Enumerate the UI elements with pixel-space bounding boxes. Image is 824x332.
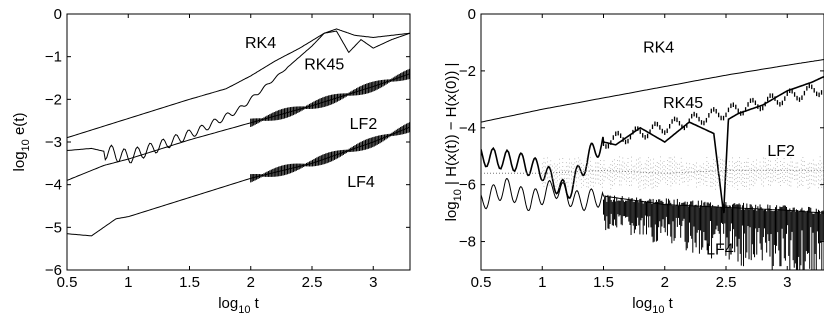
series-line-rk4 bbox=[481, 59, 824, 123]
y-tick-label: −5 bbox=[45, 219, 62, 236]
y-axis-label: log10 e(t) bbox=[11, 113, 32, 172]
y-axis-label-rest: e(t) bbox=[11, 113, 28, 140]
x-tick-label: 3 bbox=[783, 274, 791, 291]
x-axis-label: log10 t bbox=[632, 295, 673, 316]
plot-frame bbox=[66, 13, 411, 271]
x-tick-label: 2 bbox=[661, 274, 669, 291]
series-line-lf4 bbox=[481, 178, 824, 214]
y-axis-label-subscript: 10 bbox=[452, 189, 464, 201]
x-tick-label: 1.5 bbox=[179, 274, 200, 291]
x-tick-label: 0.5 bbox=[57, 274, 78, 291]
x-tick-label: 1.5 bbox=[593, 274, 614, 291]
series-annotation: RK45 bbox=[304, 56, 344, 73]
x-axis-label-base: log bbox=[632, 295, 652, 312]
x-tick-label: 1 bbox=[538, 274, 546, 291]
series-line-rk45 bbox=[481, 75, 824, 214]
series-annotation: RK4 bbox=[643, 39, 674, 56]
series-line-lf2 bbox=[481, 169, 824, 174]
y-axis-label-base: log bbox=[11, 151, 28, 171]
y-axis-label-rest: | H(x(t)) − H(x(0)) | bbox=[443, 63, 460, 190]
series-annotation: RK45 bbox=[663, 95, 703, 112]
series-annotation: LF4 bbox=[706, 241, 734, 258]
plot-frame bbox=[480, 13, 824, 271]
x-axis-label: log10 t bbox=[218, 295, 259, 316]
series-annotation: LF2 bbox=[767, 143, 795, 160]
x-axis-label-rest: t bbox=[250, 295, 259, 312]
y-tick-label: −4 bbox=[45, 177, 62, 194]
x-tick-label: 2.5 bbox=[716, 274, 737, 291]
series-line-rk45 bbox=[67, 30, 410, 164]
y-tick-label: −1 bbox=[45, 49, 62, 66]
x-axis-label-rest: t bbox=[664, 295, 673, 312]
y-tick-label: −2 bbox=[45, 91, 62, 108]
y-tick-label: −4 bbox=[459, 120, 476, 137]
x-tick-label: 0.5 bbox=[471, 274, 492, 291]
x-tick-label: 2 bbox=[247, 274, 255, 291]
y-tick-label: −6 bbox=[459, 177, 476, 194]
x-tick-label: 1 bbox=[124, 274, 132, 291]
x-axis-label-subscript: 10 bbox=[238, 304, 250, 316]
series-group bbox=[481, 59, 824, 270]
x-axis-label-subscript: 10 bbox=[652, 304, 664, 316]
series-line-lf4 bbox=[67, 126, 410, 237]
x-tick-label: 3 bbox=[369, 274, 377, 291]
y-tick-label: −3 bbox=[45, 134, 62, 151]
series-line-rk4 bbox=[67, 28, 410, 139]
y-axis-label-base: log bbox=[443, 201, 460, 221]
series-group bbox=[67, 28, 410, 237]
y-axis-label-subscript: 10 bbox=[20, 139, 32, 151]
y-tick-label: −8 bbox=[459, 234, 476, 251]
series-annotation: LF2 bbox=[350, 116, 378, 133]
y-tick-label: −2 bbox=[459, 63, 476, 80]
y-tick-label: 0 bbox=[468, 6, 476, 23]
series-annotation: LF4 bbox=[347, 174, 375, 191]
x-tick-label: 2.5 bbox=[302, 274, 323, 291]
series-annotation: RK4 bbox=[245, 35, 276, 52]
y-tick-label: 0 bbox=[54, 6, 62, 23]
y-tick-label: −6 bbox=[45, 262, 62, 279]
x-axis-label-base: log bbox=[218, 295, 238, 312]
y-axis-label: log10 | H(x(t)) − H(x(0)) | bbox=[443, 63, 464, 222]
